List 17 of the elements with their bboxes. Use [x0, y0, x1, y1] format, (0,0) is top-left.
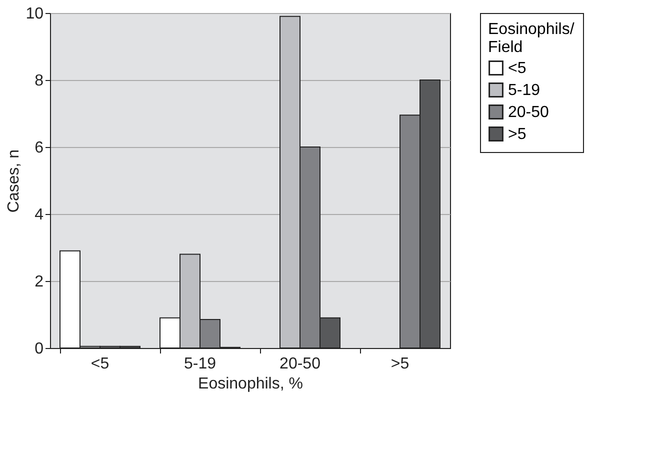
legend-label: 20-50 — [508, 104, 550, 121]
y-tick-label: 0 — [34, 340, 44, 358]
legend-label: >5 — [508, 126, 526, 143]
x-tick-label: 20-50 — [280, 356, 321, 372]
y-tick-label: 8 — [34, 72, 44, 90]
x-axis-title: Eosinophils, % — [198, 376, 303, 392]
x-tick-label: <5 — [90, 356, 110, 372]
legend-label: <5 — [508, 60, 526, 77]
legend-title: Eosinophils/ Field — [488, 21, 575, 56]
y-tick-label: 4 — [34, 206, 44, 224]
y-tick-label: 6 — [34, 140, 44, 156]
x-tick-label: >5 — [390, 356, 410, 372]
x-tick-label: 5-19 — [184, 356, 216, 372]
y-tick-label: 10 — [26, 6, 44, 22]
y-tick-label: 2 — [34, 274, 44, 290]
legend-label: 5-19 — [508, 82, 540, 99]
y-axis-title: Cases, n — [6, 149, 23, 213]
